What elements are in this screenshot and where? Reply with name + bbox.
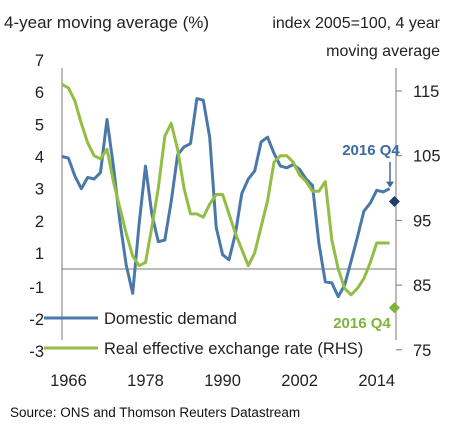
right-axis-title-line1: index 2005=100, 4 year (272, 15, 440, 32)
marker-diamond (388, 302, 400, 314)
x-tick-label: 2014 (358, 372, 395, 390)
x-tick-label: 1966 (50, 372, 87, 390)
marker-layer: 2016 Q4 2016 Q4 (333, 142, 400, 332)
source-note: Source: ONS and Thomson Reuters Datastre… (10, 405, 301, 420)
marker-arrowhead (386, 181, 394, 188)
right-tick-label: 105 (413, 148, 441, 166)
marker-diamond (388, 196, 400, 208)
x-axis-ticks: 1966 1978 1990 2002 2014 (50, 372, 395, 390)
right-tick-label: 115 (413, 83, 439, 101)
right-axis-ticks: 115 105 95 85 75 (396, 83, 441, 360)
series-layer (61, 83, 391, 299)
left-tick-label: 2 (35, 213, 44, 231)
left-axis-title: 4-year moving average (%) (4, 13, 209, 32)
legend-label-domestic-demand: Domestic demand (104, 310, 237, 328)
left-tick-label: 3 (35, 181, 44, 199)
x-tick-label: 1990 (204, 372, 241, 390)
right-tick-label: 85 (413, 277, 431, 295)
left-tick-label: 4 (35, 149, 44, 167)
left-tick-label: 6 (35, 84, 44, 102)
left-tick-label: 1 (35, 245, 44, 263)
series-line-domestic-demand (61, 97, 391, 299)
legend: Domestic demand Real effective exchange … (44, 310, 363, 358)
right-axis-title-line2: moving average (326, 43, 440, 60)
x-tick-label: 1978 (127, 372, 164, 390)
marker-label: 2016 Q4 (342, 142, 400, 159)
left-tick-label: -3 (29, 343, 44, 361)
right-tick-label: 75 (413, 342, 431, 360)
series-line-real-effective-exchange-rate-rhs (61, 83, 390, 297)
marker-label: 2016 Q4 (333, 315, 391, 332)
legend-label-real-effective-exchange-rate: Real effective exchange rate (RHS) (104, 340, 363, 358)
x-tick-label: 2002 (281, 372, 318, 390)
left-tick-label: 7 (35, 52, 44, 70)
left-tick-label: -1 (29, 279, 44, 297)
left-axis-ticks: 7 6 5 4 3 2 1 -1 -2 -3 (29, 52, 44, 361)
left-tick-label: -2 (29, 311, 44, 329)
right-tick-label: 95 (413, 212, 431, 230)
left-tick-label: 5 (35, 116, 44, 134)
